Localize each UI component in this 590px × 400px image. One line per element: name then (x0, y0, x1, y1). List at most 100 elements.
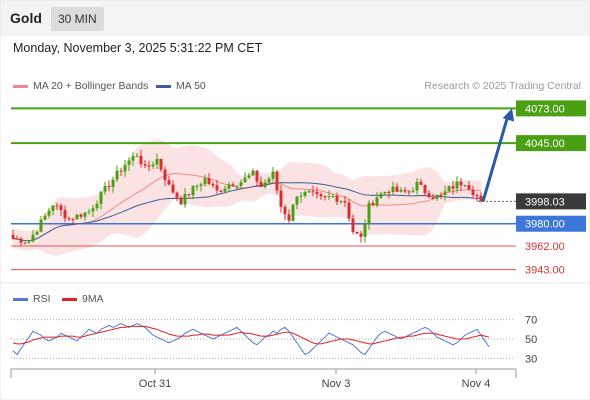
candle-body (207, 178, 211, 184)
candle-body (403, 189, 407, 192)
candle-body (451, 186, 455, 189)
candle-body (279, 190, 283, 207)
candle-body (143, 164, 147, 166)
candle-body (463, 185, 467, 187)
candle-body (271, 171, 275, 179)
candle-body (251, 170, 255, 176)
candle-body (19, 238, 23, 243)
candle-body (471, 189, 475, 196)
candle-body (107, 186, 111, 188)
candle-body (55, 205, 59, 207)
candle-body (431, 197, 435, 200)
chart-header: Gold 30 MIN (0, 0, 590, 36)
forecast-arrow-head (502, 108, 515, 122)
level-tag-resistance (516, 100, 586, 117)
candle-body (51, 205, 55, 211)
candle-body (183, 194, 187, 205)
level-label-support: 3943.00 (525, 265, 565, 277)
candle-body (243, 177, 247, 183)
candle-body (171, 184, 175, 193)
datetime-label: Monday, November 3, 2025 5:31:22 PM CET (13, 41, 263, 55)
candle-body (139, 155, 143, 165)
candle-body (103, 186, 107, 192)
level-label-pivot: 3980.00 (525, 219, 565, 231)
candle-body (375, 197, 379, 206)
candle-body (447, 186, 451, 192)
candle-body (259, 181, 263, 187)
candle-body (371, 202, 375, 206)
candle-body (415, 181, 419, 191)
x-tick-label: Nov 3 (322, 378, 351, 390)
candle-body (455, 181, 459, 189)
candle-body (35, 231, 39, 235)
candle-body (95, 203, 99, 209)
candle-body (239, 182, 243, 186)
rsi-tick-label: 70 (525, 315, 537, 327)
candle-body (191, 186, 195, 196)
candle-body (83, 212, 87, 217)
candle-body (43, 215, 47, 220)
legend-rsi: RSI (13, 293, 51, 305)
rsi-tick-label: 50 (525, 334, 537, 346)
legend-9ma: 9MA (62, 293, 104, 305)
rsi-tick-label: 30 (525, 353, 537, 365)
candle-body (115, 170, 119, 180)
candle-body (187, 194, 191, 196)
candle-body (79, 214, 83, 217)
instrument-title: Gold (10, 10, 42, 26)
candle-body (87, 211, 91, 213)
legend-ma50: MA 50 (156, 80, 206, 92)
candle-body (199, 184, 203, 186)
candle-body (231, 184, 235, 187)
candle-body (367, 202, 371, 225)
candle-body (275, 171, 279, 191)
rsi-series-rsi (12, 322, 490, 356)
candle-body (151, 164, 155, 167)
candle-body (167, 180, 171, 185)
candle-body (27, 241, 31, 243)
bollinger-band (13, 139, 481, 256)
candle-body (299, 195, 303, 197)
candle-body (127, 160, 131, 165)
candle-body (395, 186, 399, 192)
legend-rsi-label: RSI (33, 293, 51, 305)
forecast-arrow-line (481, 114, 510, 202)
candle-body (423, 184, 427, 194)
candle-body (255, 170, 259, 182)
rsi-series-9ma (12, 325, 490, 345)
candle-body (39, 219, 43, 232)
candle-body (479, 195, 483, 202)
candle-body (363, 224, 367, 237)
candle-body (155, 158, 159, 165)
candle-body (235, 185, 239, 187)
candle-body (467, 185, 471, 190)
candle-body (343, 201, 347, 203)
candle-body (15, 238, 19, 240)
candle-body (227, 184, 231, 189)
candle-body (327, 196, 331, 198)
legend-ma20: MA 20 + Bollinger Bands (13, 80, 148, 92)
candle-body (263, 182, 267, 187)
candle-body (67, 218, 71, 220)
candle-body (315, 192, 319, 195)
last-price-tag (516, 193, 586, 210)
candle-body (283, 206, 287, 215)
candle-body (219, 190, 223, 192)
candle-body (291, 204, 295, 221)
last-price-label: 3998.03 (525, 196, 565, 208)
candle-body (307, 191, 311, 193)
level-tag-pivot (516, 215, 586, 232)
candle-body (427, 193, 431, 198)
candle-body (123, 164, 127, 172)
timeframe-button[interactable]: 30 MIN (51, 7, 104, 31)
9ma-swatch (62, 297, 77, 301)
candle-body (47, 210, 51, 216)
candle-body (195, 185, 199, 187)
level-label-resistance: 4045.00 (525, 138, 565, 150)
candle-body (331, 196, 335, 198)
candle-body (23, 242, 27, 244)
x-tick-label: Nov 4 (462, 378, 491, 390)
candle-body (179, 197, 183, 205)
level-label-resistance: 4073.00 (525, 103, 565, 115)
